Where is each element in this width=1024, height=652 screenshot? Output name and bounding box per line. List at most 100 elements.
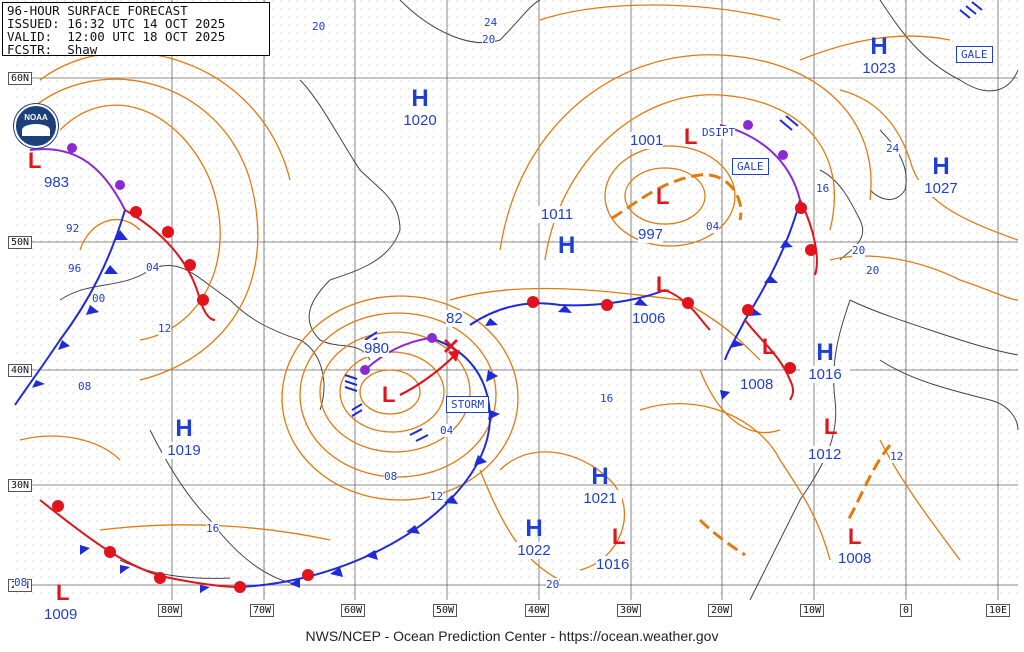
low-symbol: L bbox=[382, 382, 396, 407]
low-symbol: L bbox=[848, 524, 862, 549]
noaa-bird-icon bbox=[22, 124, 50, 136]
high-pressure-center: H 1027 bbox=[916, 154, 966, 197]
isobar-label: 00 bbox=[92, 292, 106, 305]
lat-label: 50N bbox=[8, 236, 33, 249]
low-symbol: L bbox=[56, 580, 70, 605]
gale-warning-box: GALE bbox=[956, 46, 993, 63]
low-pressure-value: 980 bbox=[364, 340, 390, 357]
high-symbol: H bbox=[870, 33, 888, 60]
lon-label: 20W bbox=[708, 604, 733, 617]
isobar-label: 96 bbox=[68, 262, 82, 275]
isobar-label: 24 bbox=[886, 142, 900, 155]
high-pressure-center: H 1016 bbox=[800, 340, 850, 383]
isobar-label: 04 bbox=[706, 220, 720, 233]
low-symbol: L bbox=[684, 124, 698, 149]
warm-front-atlantic bbox=[469, 289, 666, 326]
stationary-front-east bbox=[744, 319, 794, 401]
isobar-label: 16 bbox=[206, 522, 220, 535]
isobar-label: 20 bbox=[852, 244, 866, 257]
high-symbol: H bbox=[816, 339, 834, 366]
high-pressure-center: H 1022 bbox=[510, 516, 558, 559]
cold-front-west bbox=[14, 209, 126, 406]
isobar-label: 12 bbox=[158, 322, 172, 335]
high-pressure-value: 1020 bbox=[398, 112, 442, 129]
storm-warning-box: STORM bbox=[446, 396, 490, 413]
isobar-label: 08 bbox=[384, 470, 398, 483]
forecast-title: 96-HOUR SURFACE FORECAST bbox=[7, 3, 188, 18]
low-symbol: L bbox=[656, 184, 670, 209]
high-pressure-value: 1016 bbox=[800, 366, 850, 383]
gale-warning-box: GALE bbox=[732, 158, 769, 175]
low-pressure-value: 82 bbox=[446, 310, 463, 327]
high-symbol: H bbox=[175, 415, 193, 442]
isobar-label: 04 bbox=[146, 261, 160, 274]
isobar-label: 08 bbox=[78, 380, 92, 393]
low-symbol: L bbox=[28, 148, 42, 173]
lon-label: 0 bbox=[900, 604, 913, 617]
isobar-label: 16 bbox=[816, 182, 830, 195]
lat-label: 40N bbox=[8, 364, 33, 377]
high-pressure-center: H 1020 bbox=[398, 86, 442, 129]
low-symbol: L bbox=[824, 414, 838, 439]
low-pressure-value: 1009 bbox=[44, 606, 78, 623]
low-pressure-value: 1008 bbox=[838, 550, 872, 567]
high-symbol: H bbox=[591, 463, 609, 490]
isobar-label: 20 bbox=[546, 578, 560, 591]
high-symbol: H bbox=[932, 153, 950, 180]
forecaster: FCSTR: Shaw bbox=[7, 42, 98, 57]
lon-label: 50W bbox=[433, 604, 458, 617]
front-east bbox=[664, 289, 711, 331]
high-pressure-value: 1023 bbox=[854, 60, 904, 77]
isobars bbox=[19, 4, 1019, 581]
high-pressure-center: 1011 bbox=[532, 206, 582, 223]
trough-1 bbox=[611, 173, 743, 221]
occluded-front-west bbox=[29, 148, 126, 211]
lon-label: 10E bbox=[986, 604, 1011, 617]
lon-label: 70W bbox=[250, 604, 275, 617]
high-pressure-center: H 1019 bbox=[162, 416, 206, 459]
coastlines bbox=[59, 0, 1019, 601]
low-pressure-value: 1012 bbox=[808, 446, 842, 463]
low-pressure-value: 1006 bbox=[632, 310, 666, 327]
trough-3 bbox=[698, 518, 746, 557]
high-pressure-center: H 1023 bbox=[854, 34, 904, 77]
lat-label: 60N bbox=[8, 72, 33, 85]
low-pressure-value: 1001 bbox=[630, 132, 664, 149]
noaa-logo: NOAA bbox=[14, 104, 58, 148]
high-symbol: H bbox=[411, 85, 429, 112]
low-symbol: L bbox=[612, 524, 626, 549]
issued-time: ISSUED: 16:32 UTC 14 OCT 2025 bbox=[7, 16, 226, 31]
low-pressure-value: 983 bbox=[44, 174, 70, 191]
low-pressure-center: L bbox=[28, 150, 72, 172]
dissipating-label: DSIPT bbox=[702, 126, 736, 139]
front-symbols bbox=[32, 120, 817, 593]
low-symbol: L bbox=[656, 272, 670, 297]
isobar-label: 04 bbox=[440, 424, 454, 437]
isobar-label: 08 bbox=[14, 576, 28, 589]
low-pressure-value: 1016 bbox=[596, 556, 630, 573]
isobar-label: 12 bbox=[430, 490, 444, 503]
warm-front-west bbox=[124, 209, 216, 321]
low-symbol: L bbox=[762, 334, 776, 359]
valid-time: VALID: 12:00 UTC 18 OCT 2025 bbox=[7, 29, 226, 44]
forecast-header: 96-HOUR SURFACE FORECAST ISSUED: 16:32 U… bbox=[2, 2, 270, 56]
high-pressure-value: 1021 bbox=[578, 490, 622, 507]
high-pressure-value: 1011 bbox=[532, 206, 582, 223]
occluded-front-storm bbox=[364, 337, 431, 371]
isobar-label: 20 bbox=[866, 264, 880, 277]
isobar-label: 20 bbox=[312, 20, 326, 33]
high-pressure-value: 1022 bbox=[510, 542, 558, 559]
high-pressure-center: H 1021 bbox=[578, 464, 622, 507]
lon-label: 60W bbox=[341, 604, 366, 617]
noaa-logo-text: NOAA bbox=[24, 113, 48, 122]
isobar-label: 20 bbox=[482, 33, 496, 46]
lon-label: 80W bbox=[158, 604, 183, 617]
lat-label: 30N bbox=[8, 479, 33, 492]
lon-label: 30W bbox=[617, 604, 642, 617]
lon-label: 40W bbox=[525, 604, 550, 617]
low-pressure-value: 1008 bbox=[740, 376, 774, 393]
isobar-label: 16 bbox=[600, 392, 614, 405]
isobar-label: 24 bbox=[484, 16, 498, 29]
high-symbol: H bbox=[558, 232, 576, 259]
